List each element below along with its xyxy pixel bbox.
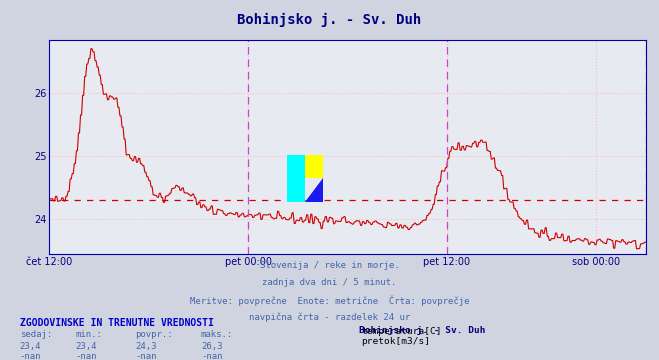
Polygon shape [304,178,323,202]
Text: 24,3: 24,3 [135,342,157,351]
Text: 23,4: 23,4 [76,342,98,351]
Text: 23,4: 23,4 [20,342,42,351]
Text: navpična črta - razdelek 24 ur: navpična črta - razdelek 24 ur [249,313,410,322]
Text: -nan: -nan [201,352,223,360]
Text: maks.:: maks.: [201,330,233,339]
Text: ZGODOVINSKE IN TRENUTNE VREDNOSTI: ZGODOVINSKE IN TRENUTNE VREDNOSTI [20,318,214,328]
Text: pretok[m3/s]: pretok[m3/s] [361,338,430,346]
Text: temperatura[C]: temperatura[C] [361,327,442,336]
Text: Slovenija / reke in morje.: Slovenija / reke in morje. [260,261,399,270]
Text: zadnja dva dni / 5 minut.: zadnja dva dni / 5 minut. [262,278,397,287]
Text: 26,3: 26,3 [201,342,223,351]
Text: Meritve: povprečne  Enote: metrične  Črta: povprečje: Meritve: povprečne Enote: metrične Črta:… [190,296,469,306]
Text: min.:: min.: [76,330,103,339]
Bar [287,155,304,202]
Bar [304,155,323,178]
Text: -nan: -nan [76,352,98,360]
Text: sedaj:: sedaj: [20,330,52,339]
Text: -nan: -nan [20,352,42,360]
Text: -nan: -nan [135,352,157,360]
Text: Bohinjsko j. - Sv. Duh: Bohinjsko j. - Sv. Duh [359,326,486,335]
Text: povpr.:: povpr.: [135,330,173,339]
Text: Bohinjsko j. - Sv. Duh: Bohinjsko j. - Sv. Duh [237,13,422,27]
